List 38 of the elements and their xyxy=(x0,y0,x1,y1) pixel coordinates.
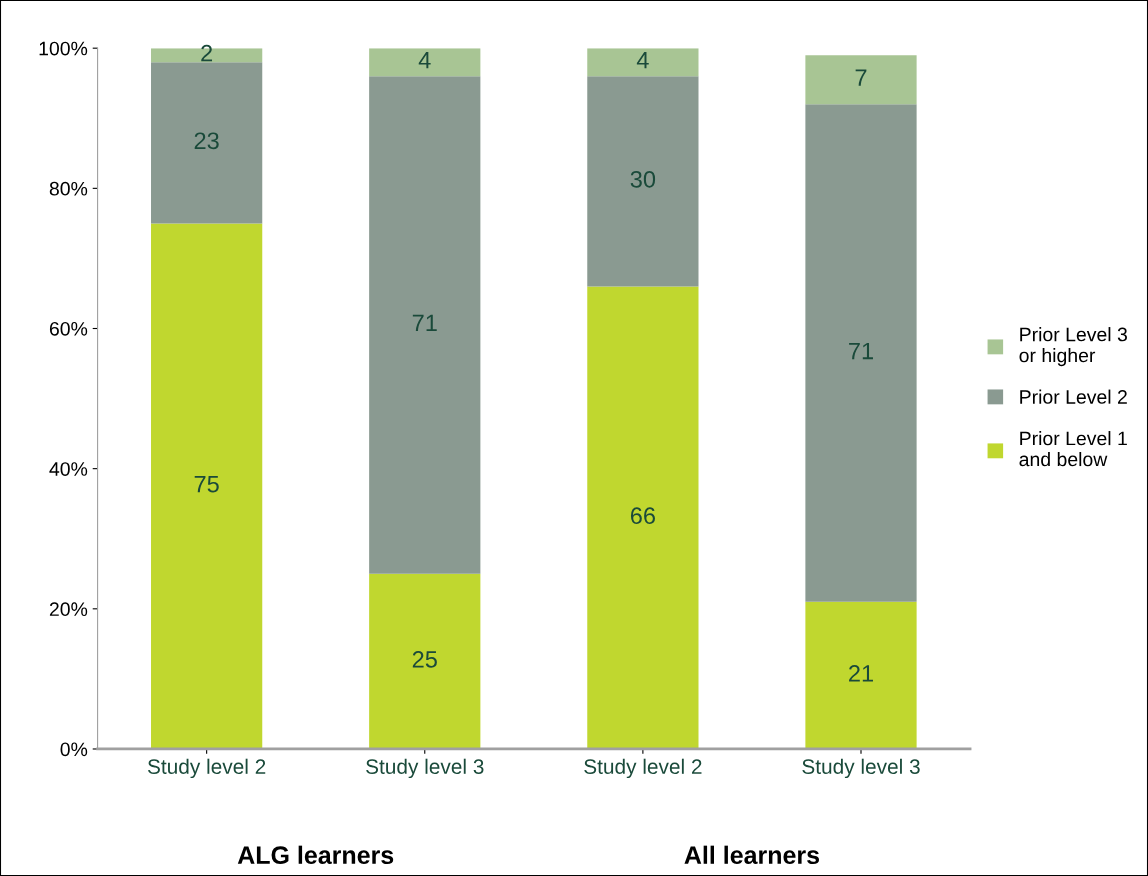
y-tick-label: 20% xyxy=(49,602,88,617)
data-label: 4 xyxy=(636,52,649,69)
data-label: 71 xyxy=(849,342,873,360)
bar xyxy=(587,286,699,749)
y-tick-label: 60% xyxy=(49,321,88,336)
data-label: 75 xyxy=(194,476,219,493)
legend-label: Prior Level 3 or higher xyxy=(1019,327,1127,367)
bar xyxy=(805,601,917,749)
legend-label: Prior Level 2 xyxy=(1020,389,1127,404)
data-label: 4 xyxy=(418,52,431,69)
x-tick-label: Study level 3 xyxy=(366,758,484,779)
y-tick-label: 0% xyxy=(60,742,88,757)
bar xyxy=(369,48,481,77)
bar xyxy=(587,76,699,287)
data-label: 2 xyxy=(201,44,213,62)
data-label: 66 xyxy=(630,507,655,525)
data-label: 7 xyxy=(855,69,867,86)
data-label: 30 xyxy=(630,170,656,188)
bar xyxy=(805,104,917,602)
text: ALG learners xyxy=(237,845,394,865)
bar xyxy=(151,62,263,224)
bar xyxy=(805,55,917,105)
x-tick-label: Study level 3 xyxy=(802,758,920,779)
data-label: 71 xyxy=(412,314,437,332)
bar xyxy=(369,573,481,749)
y-tick-label: 40% xyxy=(49,462,88,476)
y-tick-label: 100% xyxy=(39,41,88,56)
x-tick-label: Study level 2 xyxy=(147,758,266,779)
bar xyxy=(151,223,263,749)
data-label: 23 xyxy=(194,132,219,150)
text: All learners xyxy=(684,845,820,865)
bar xyxy=(587,48,699,77)
data-label: 21 xyxy=(849,665,873,682)
data-label: 25 xyxy=(412,651,437,668)
bar xyxy=(369,76,481,574)
x-tick-label: Study level 2 xyxy=(584,758,702,779)
legend-label: Prior Level 1 and below xyxy=(1019,431,1127,467)
y-tick-label: 80% xyxy=(49,181,88,196)
